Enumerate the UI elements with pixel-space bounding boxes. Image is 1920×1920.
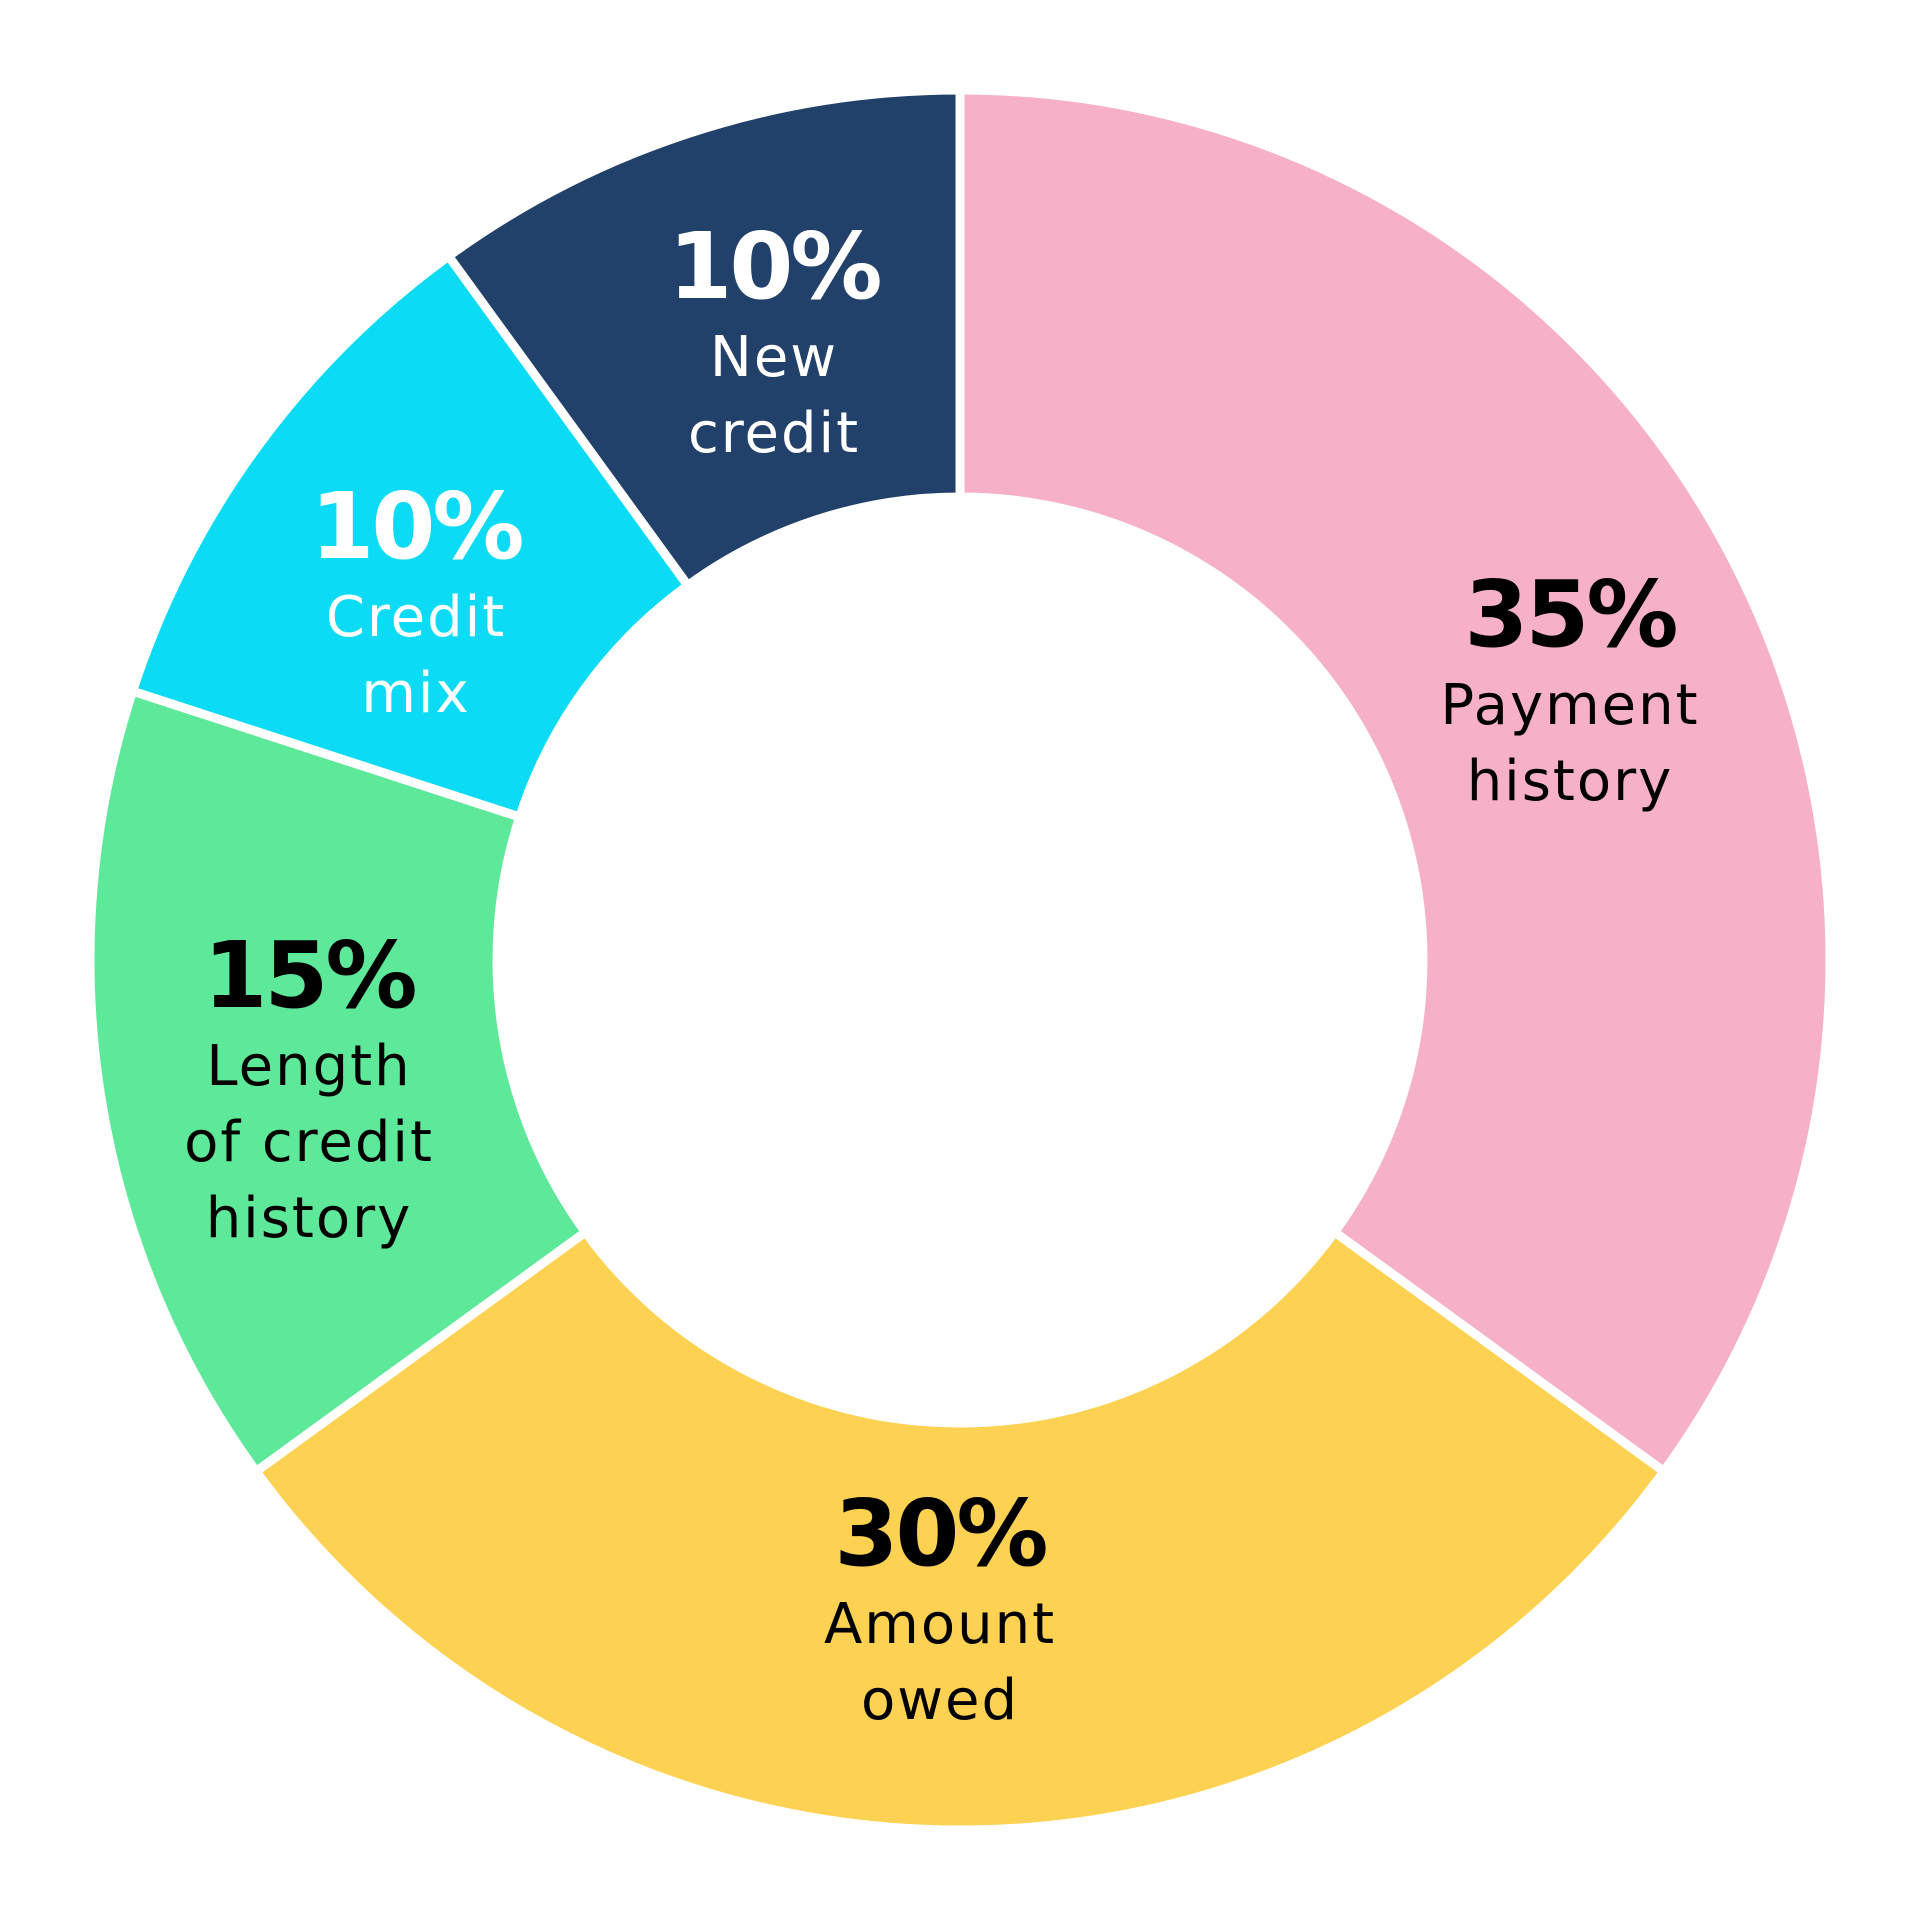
slice-percent-label: 15% [203, 922, 415, 1029]
slice-category-label: Payment [1440, 673, 1699, 738]
slice-percent-label: 10% [668, 213, 880, 320]
slice-category-label: owed [861, 1668, 1019, 1733]
slice-category-label: history [1467, 749, 1674, 814]
slice-percent-label: 10% [310, 473, 522, 580]
slice-category-label: Amount [824, 1592, 1056, 1657]
donut-slice [85, 686, 590, 1476]
donut-slice [955, 85, 1835, 1476]
slice-category-label: New [710, 325, 838, 390]
slice-category-label: Length [206, 1034, 411, 1099]
slice-category-label: history [206, 1186, 413, 1251]
slice-category-label: of credit [184, 1110, 434, 1175]
slice-percent-label: 30% [834, 1480, 1046, 1587]
slice-percent-label: 35% [1464, 561, 1676, 668]
slice-category-label: credit [688, 401, 860, 466]
donut-slice [251, 1227, 1669, 1835]
donut-slice [444, 85, 965, 590]
slice-category-label: mix [361, 661, 470, 726]
slice-category-label: Credit [326, 585, 506, 650]
